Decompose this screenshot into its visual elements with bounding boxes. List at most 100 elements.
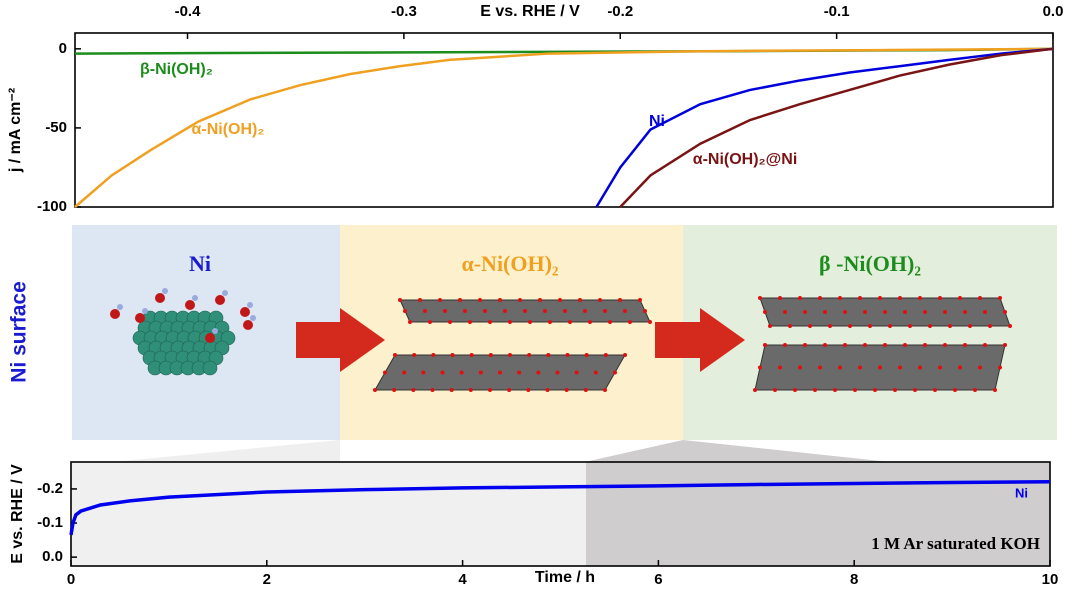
atom bbox=[788, 324, 792, 328]
atom bbox=[873, 388, 877, 392]
atom bbox=[768, 324, 772, 328]
y-tick-label: -50 bbox=[45, 119, 67, 136]
atom bbox=[564, 388, 569, 392]
atom bbox=[923, 343, 927, 347]
atom bbox=[205, 333, 215, 343]
atom bbox=[458, 298, 462, 302]
atom bbox=[763, 343, 767, 347]
atom bbox=[518, 298, 522, 302]
atom bbox=[978, 296, 982, 300]
atom bbox=[878, 296, 882, 300]
atom bbox=[998, 365, 1002, 370]
atom bbox=[523, 309, 527, 313]
atom bbox=[858, 365, 862, 370]
atom bbox=[983, 343, 987, 347]
atom bbox=[888, 324, 892, 328]
atom bbox=[963, 343, 967, 347]
x-tick-label: 10 bbox=[1042, 571, 1059, 588]
atom bbox=[603, 309, 607, 313]
atom bbox=[823, 343, 827, 347]
atom bbox=[212, 328, 218, 334]
atom bbox=[803, 343, 807, 347]
atom bbox=[431, 353, 436, 357]
atom bbox=[813, 388, 817, 392]
atom bbox=[938, 365, 942, 370]
atom bbox=[628, 320, 632, 324]
atom bbox=[468, 320, 472, 324]
atom bbox=[843, 310, 847, 314]
arrow bbox=[296, 308, 385, 372]
atom bbox=[448, 320, 452, 324]
atom bbox=[648, 320, 652, 324]
atom bbox=[393, 353, 397, 357]
atom bbox=[565, 353, 570, 357]
atom bbox=[893, 388, 897, 392]
atom bbox=[988, 324, 992, 328]
atom bbox=[883, 310, 887, 314]
atom bbox=[623, 309, 627, 313]
atom bbox=[117, 304, 123, 310]
side-label: Ni surface bbox=[8, 281, 31, 383]
atom bbox=[222, 290, 228, 296]
illustrations bbox=[110, 288, 1012, 392]
atom bbox=[1003, 310, 1007, 314]
atom bbox=[918, 296, 922, 300]
atom bbox=[247, 302, 253, 308]
atom bbox=[763, 310, 767, 314]
atom bbox=[863, 343, 867, 347]
stage-label: α-Ni(OH)₂ bbox=[461, 251, 558, 276]
atom bbox=[943, 343, 947, 347]
atom bbox=[758, 296, 762, 300]
atom bbox=[958, 365, 962, 370]
atom bbox=[546, 353, 551, 357]
atom bbox=[608, 320, 612, 324]
atom bbox=[943, 310, 947, 314]
atom bbox=[584, 353, 589, 357]
atom bbox=[598, 298, 602, 302]
atom bbox=[848, 324, 852, 328]
atom bbox=[548, 320, 552, 324]
y-tick-label: -100 bbox=[37, 198, 67, 215]
shade bbox=[586, 462, 1050, 566]
atom bbox=[938, 296, 942, 300]
atom bbox=[528, 320, 532, 324]
atom bbox=[843, 343, 847, 347]
atom bbox=[778, 296, 782, 300]
atom bbox=[155, 293, 165, 303]
atom bbox=[803, 310, 807, 314]
atom bbox=[373, 388, 377, 392]
atom bbox=[883, 343, 887, 347]
atom bbox=[421, 370, 426, 375]
atom bbox=[798, 365, 802, 370]
atom bbox=[618, 298, 622, 302]
atom bbox=[978, 365, 982, 370]
connector bbox=[585, 440, 1050, 462]
atom bbox=[558, 298, 562, 302]
atom bbox=[240, 307, 250, 317]
atom bbox=[450, 353, 455, 357]
atom bbox=[438, 298, 442, 302]
series-line bbox=[619, 47, 1054, 208]
atom bbox=[818, 365, 822, 370]
atom bbox=[898, 296, 902, 300]
atom bbox=[488, 353, 493, 357]
atom bbox=[402, 370, 407, 375]
atom bbox=[878, 365, 882, 370]
atom bbox=[903, 343, 907, 347]
atom bbox=[758, 365, 762, 370]
atom bbox=[412, 353, 417, 357]
atom bbox=[478, 370, 483, 375]
arrow bbox=[655, 308, 745, 372]
atom bbox=[430, 388, 435, 392]
x-axis-label: E vs. RHE / V bbox=[480, 3, 580, 20]
atom bbox=[392, 388, 397, 392]
atom bbox=[507, 388, 512, 392]
atom bbox=[488, 320, 492, 324]
atom bbox=[778, 365, 782, 370]
x-tick-label: 4 bbox=[458, 571, 467, 588]
y-tick-label: -0.2 bbox=[37, 480, 63, 497]
atom bbox=[793, 388, 797, 392]
atom bbox=[202, 360, 218, 376]
stage-label: β -Ni(OH)₂ bbox=[819, 251, 921, 276]
y-tick-label: 0.0 bbox=[42, 548, 63, 565]
